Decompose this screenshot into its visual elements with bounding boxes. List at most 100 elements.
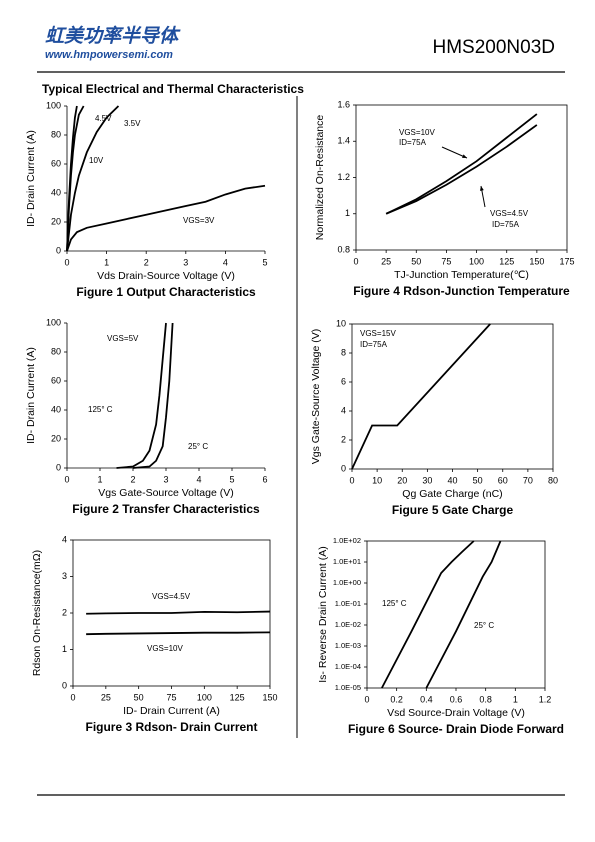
- curve: [351, 323, 491, 470]
- x-tick-label: 50: [134, 692, 144, 702]
- figure-caption: Figure 1 Output Characteristics: [76, 285, 256, 299]
- y-tick-label: 2: [62, 607, 67, 617]
- x-tick-label: 50: [411, 256, 421, 266]
- curve-label: 25° C: [474, 621, 494, 630]
- curve-label: 4.5V: [95, 114, 112, 123]
- x-tick-label: 50: [473, 475, 483, 485]
- x-tick-label: 0.2: [390, 694, 403, 704]
- y-axis-label: ID- Drain Current (A): [25, 347, 37, 444]
- x-tick-label: 125: [230, 692, 245, 702]
- x-axis-label: TJ-Junction Temperature(℃): [394, 269, 529, 281]
- curve-label: 10V: [89, 156, 104, 165]
- arrow-head: [479, 186, 484, 191]
- figure-caption: Figure 5 Gate Charge: [392, 503, 514, 517]
- x-tick-label: 0.8: [479, 694, 492, 704]
- website: www.hmpowersemi.com: [45, 49, 173, 61]
- y-tick-label: 60: [51, 158, 61, 168]
- y-axis-label: Normalized On-Resistance: [314, 115, 326, 241]
- x-tick-label: 4: [196, 474, 201, 484]
- curve-label: VGS=4.5V: [490, 209, 529, 218]
- y-tick-label: 40: [51, 404, 61, 414]
- annotation: VGS=15V: [360, 329, 396, 338]
- x-tick-label: 3: [183, 257, 188, 267]
- section-title: Typical Electrical and Thermal Character…: [42, 82, 304, 96]
- y-tick-label: 10: [336, 318, 346, 328]
- y-tick-label: 8: [341, 347, 346, 357]
- x-tick-label: 0: [349, 475, 354, 485]
- x-tick-label: 0: [64, 474, 69, 484]
- y-tick-label: 4: [62, 534, 67, 544]
- curve: [425, 540, 502, 689]
- annotation: VGS=5V: [107, 334, 139, 343]
- x-tick-label: 70: [523, 475, 533, 485]
- curve: [66, 105, 78, 252]
- curve-label: VGS=3V: [183, 216, 215, 225]
- y-tick-label: 1.4: [337, 136, 350, 146]
- y-tick-label: 1.0E-01: [335, 599, 361, 608]
- y-axis-label: Rdson On-Resistance(mΩ): [31, 550, 43, 676]
- x-tick-label: 10: [372, 475, 382, 485]
- curve-label: 25° C: [188, 442, 208, 451]
- y-tick-label: 80: [51, 346, 61, 356]
- y-tick-label: 20: [51, 433, 61, 443]
- x-tick-label: 5: [262, 257, 267, 267]
- x-tick-label: 2: [130, 474, 135, 484]
- figure-caption: Figure 6 Source- Drain Diode Forward: [348, 722, 564, 736]
- x-tick-label: 0: [353, 256, 358, 266]
- x-tick-label: 100: [197, 692, 212, 702]
- y-tick-label: 1: [62, 644, 67, 654]
- brand: 虹美功率半导体: [45, 25, 181, 47]
- curve: [385, 124, 538, 215]
- y-tick-label: 0.8: [337, 244, 350, 254]
- y-tick-label: 1.0E-03: [335, 641, 361, 650]
- y-tick-label: 0: [341, 463, 346, 473]
- y-tick-label: 40: [51, 187, 61, 197]
- x-tick-label: 0.4: [420, 694, 433, 704]
- x-axis-label: Vds Drain-Source Voltage (V): [97, 270, 235, 282]
- x-tick-label: 1: [97, 474, 102, 484]
- x-tick-label: 3: [163, 474, 168, 484]
- curve: [116, 322, 167, 469]
- x-tick-label: 125: [499, 256, 514, 266]
- y-axis-label: ID- Drain Current (A): [25, 130, 37, 227]
- curve: [86, 631, 271, 636]
- x-tick-label: 150: [529, 256, 544, 266]
- x-tick-label: 0: [70, 692, 75, 702]
- y-tick-label: 0: [56, 245, 61, 255]
- y-tick-label: 1.0E-04: [335, 662, 361, 671]
- x-tick-label: 1: [104, 257, 109, 267]
- x-tick-label: 0: [64, 257, 69, 267]
- y-tick-label: 60: [51, 375, 61, 385]
- y-tick-label: 1.0E+01: [333, 557, 361, 566]
- x-tick-label: 1.2: [539, 694, 552, 704]
- x-axis-label: ID- Drain Current (A): [123, 705, 220, 717]
- x-axis-label: Vgs Gate-Source Voltage (V): [98, 487, 233, 499]
- curve: [132, 322, 174, 469]
- x-axis-label: Qg Gate Charge (nC): [402, 488, 502, 500]
- figure-caption: Figure 4 Rdson-Junction Temperature: [353, 284, 570, 298]
- x-tick-label: 75: [441, 256, 451, 266]
- figure-caption: Figure 2 Transfer Characteristics: [72, 502, 260, 516]
- y-tick-label: 1.0E+00: [333, 578, 361, 587]
- curve: [86, 610, 271, 615]
- x-tick-label: 75: [166, 692, 176, 702]
- y-tick-label: 20: [51, 216, 61, 226]
- x-tick-label: 1: [513, 694, 518, 704]
- x-tick-label: 20: [397, 475, 407, 485]
- y-tick-label: 3: [62, 571, 67, 581]
- x-tick-label: 80: [548, 475, 558, 485]
- y-axis-label: Vgs Gate-Source Voltage (V): [310, 329, 322, 464]
- curve-label: VGS=10V: [399, 128, 435, 137]
- x-tick-label: 25: [101, 692, 111, 702]
- x-tick-label: 5: [229, 474, 234, 484]
- curve-label: VGS=4.5V: [152, 592, 191, 601]
- x-tick-label: 40: [447, 475, 457, 485]
- x-tick-label: 2: [144, 257, 149, 267]
- curve: [66, 184, 266, 252]
- y-tick-label: 100: [46, 100, 61, 110]
- x-tick-label: 175: [559, 256, 574, 266]
- y-tick-label: 1.2: [337, 172, 350, 182]
- figure-caption: Figure 3 Rdson- Drain Current: [85, 720, 257, 734]
- y-tick-label: 2: [341, 434, 346, 444]
